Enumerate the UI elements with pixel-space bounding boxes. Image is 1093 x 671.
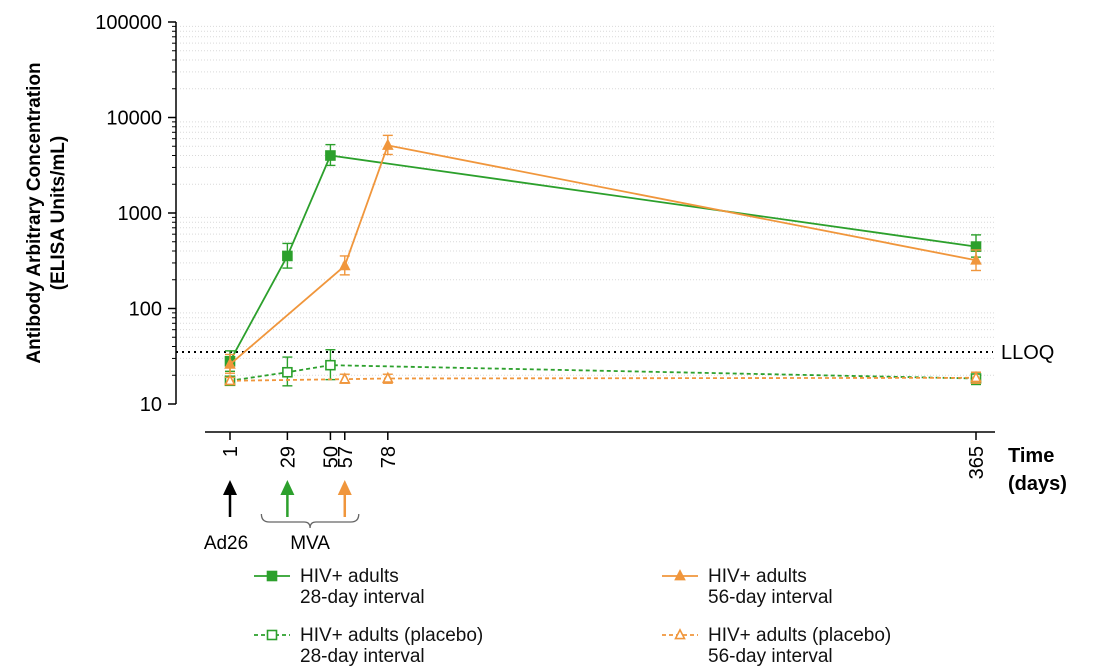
data-point [266,570,278,582]
legend-label: HIV+ adults [300,566,399,587]
data-point [224,357,236,369]
y-axis-label-line1: Antibody Arbitrary Concentration [24,62,45,363]
series-line [229,364,977,382]
grid [180,25,995,376]
x-tick-label: 57 [335,446,357,468]
x-tick-label: 1 [220,446,242,457]
data-point [970,370,982,383]
legend-label: HIV+ adults [708,566,807,587]
x-tick-label: 365 [966,446,988,479]
arrow-head [280,480,295,495]
x-axis-label: Time (days) [1008,445,1067,495]
legend-sublabel: 28-day interval [300,646,425,667]
data-point [224,373,236,386]
legend-swatch-hiv-56 [662,569,698,581]
legend-item-hiv-56: HIV+ adults 56-day interval [660,566,833,608]
x-tick-label: 29 [277,446,299,468]
series-hiv-56 [224,134,982,374]
legend-swatch-placebo-28 [254,629,290,641]
y-tick-label: 1000 [118,203,163,225]
data-point [674,569,686,581]
data-point [674,628,686,640]
dose-arrow [280,480,295,517]
legend-sublabel: 56-day interval [708,646,833,667]
legend-item-placebo-56: HIV+ adults (placebo) 56-day interval [660,625,891,667]
legend-swatch-hiv-28 [254,570,290,582]
data-point [282,366,293,378]
data-point [325,359,336,371]
legend-swatch-placebo-56 [662,628,698,640]
data-point [338,258,351,271]
x-tick-label: 78 [378,446,400,468]
y-tick-label: 100000 [95,12,162,34]
data-point [381,138,394,150]
series-line [229,154,977,362]
chart-canvas: 10 100 1000 10000 100000 Antibody Arbitrary C… [24,12,1067,554]
y-tick-label: 10 [140,394,162,416]
dose-arrow [337,480,352,517]
series-line [229,144,977,366]
x-tick-label: 50 [320,446,342,468]
series-placebo-28 [224,349,982,387]
arrow-head [223,480,237,495]
y-tick-label: 10000 [106,108,162,130]
legend-label: HIV+ adults (placebo) [708,625,892,646]
data-point [381,371,394,383]
legend-item-hiv-28: HIV+ adults 28-day interval [252,566,425,608]
series-placebo-56 [224,370,982,386]
lloq-label: LLOQ [1001,342,1054,364]
dose-label-mva: MVA [290,533,330,554]
legend-sublabel: 28-day interval [300,587,425,608]
y-axis-label: Antibody Arbitrary Concentration (ELISA U… [24,62,69,363]
legend-item-placebo-28: HIV+ adults (placebo) 28-day interval [252,625,483,667]
dose-arrow [223,480,237,517]
x-axis-label-line2: (days) [1008,473,1067,495]
x-axis-label-line1: Time [1008,445,1054,467]
data-point [282,250,293,262]
data-point [338,372,351,384]
y-tick-label: 100 [129,299,162,321]
data-point [325,150,336,161]
series-line [229,376,977,382]
arrow-head [337,480,352,495]
data-point [266,629,278,641]
legend-label: HIV+ adults (placebo) [300,625,484,646]
y-axis-label-line2: (ELISA Units/mL) [48,136,69,290]
legend-sublabel: 56-day interval [708,587,833,608]
dose-label-ad26: Ad26 [204,533,248,554]
data-point [970,253,982,265]
mva-brace [260,513,360,529]
